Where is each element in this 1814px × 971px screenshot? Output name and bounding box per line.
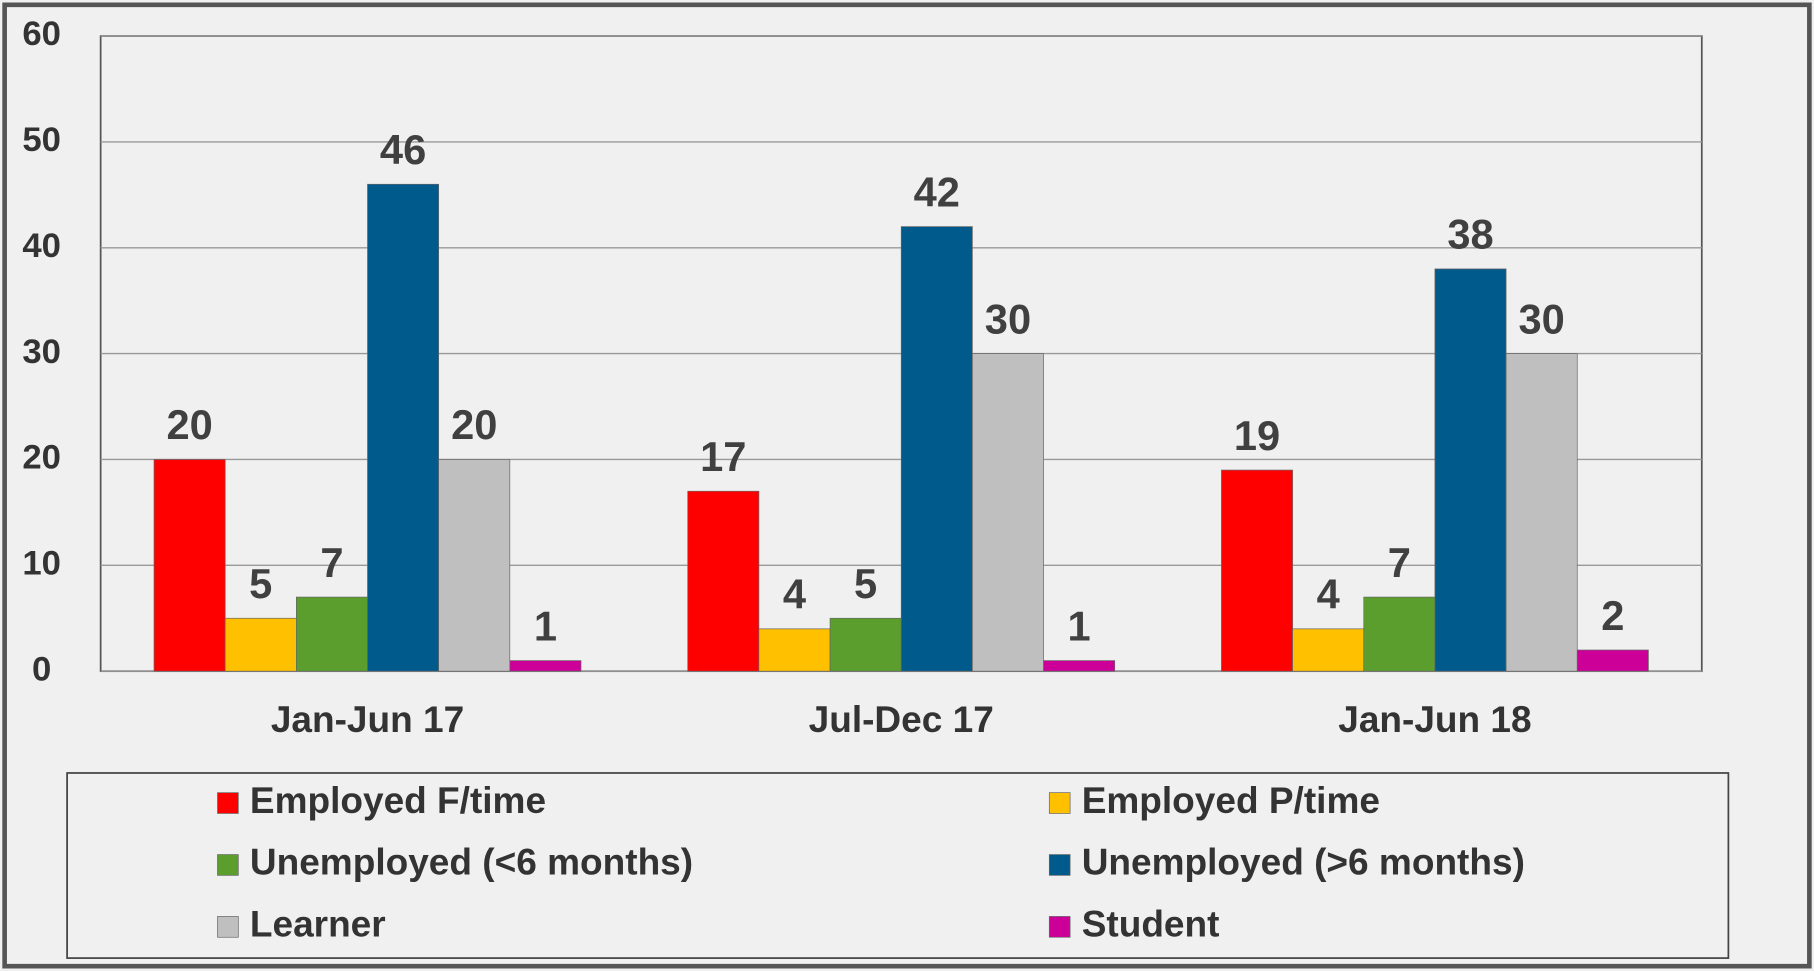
bar — [295, 596, 368, 672]
legend-label: Learner — [250, 903, 386, 945]
bar — [1363, 596, 1436, 672]
data-label: 5 — [854, 560, 877, 607]
legend-swatch — [1048, 916, 1071, 938]
y-tick-label: 0 — [32, 650, 51, 688]
data-label: 1 — [534, 602, 557, 649]
y-tick-label: 40 — [22, 227, 61, 265]
x-tick-label: Jan-Jun 17 — [271, 698, 464, 740]
data-label: 42 — [914, 168, 960, 215]
data-label: 4 — [1317, 571, 1340, 618]
data-label: 17 — [700, 433, 746, 480]
data-label: 20 — [166, 401, 212, 448]
data-label: 30 — [985, 295, 1031, 342]
data-label: 7 — [320, 539, 343, 586]
y-tick-label: 60 — [22, 15, 61, 53]
data-label: 38 — [1447, 211, 1493, 258]
x-tick-label: Jul-Dec 17 — [809, 698, 994, 740]
bar — [972, 353, 1044, 672]
bar — [224, 617, 297, 672]
bar — [1292, 628, 1365, 672]
legend-label: Employed P/time — [1082, 779, 1380, 821]
data-label: 19 — [1234, 412, 1280, 459]
legend-box — [66, 772, 1730, 959]
data-label: 30 — [1519, 295, 1565, 342]
y-tick-label: 30 — [22, 333, 61, 371]
bar — [1505, 353, 1578, 672]
bar — [1043, 660, 1116, 672]
y-tick-label: 10 — [22, 544, 61, 582]
legend-label: Unemployed (<6 months) — [250, 841, 693, 883]
x-tick-label: Jan-Jun 18 — [1338, 698, 1531, 740]
legend-label: Employed F/time — [250, 779, 546, 821]
y-tick-label: 20 — [22, 439, 61, 477]
bar — [1434, 268, 1507, 672]
bar — [438, 459, 511, 672]
bar — [509, 660, 582, 672]
data-label: 5 — [249, 560, 272, 607]
legend-swatch — [1048, 854, 1071, 876]
y-tick-label: 50 — [22, 121, 61, 159]
data-label: 4 — [783, 571, 806, 618]
bar — [687, 490, 760, 672]
data-label: 2 — [1601, 592, 1624, 639]
data-label: 1 — [1068, 602, 1091, 649]
legend-label: Unemployed (>6 months) — [1082, 841, 1525, 883]
data-label: 20 — [451, 401, 497, 448]
legend-swatch — [1048, 792, 1071, 814]
legend-swatch — [217, 854, 239, 876]
data-label: 7 — [1388, 539, 1411, 586]
bar — [829, 617, 902, 672]
bar — [758, 628, 831, 672]
data-label: 46 — [380, 126, 426, 173]
bar — [153, 459, 226, 672]
legend-swatch — [217, 916, 239, 938]
bar — [900, 226, 973, 672]
bar — [367, 183, 440, 672]
legend-swatch — [217, 792, 239, 814]
legend-label: Student — [1082, 903, 1220, 945]
bar — [1221, 469, 1293, 672]
bar — [1576, 649, 1649, 672]
